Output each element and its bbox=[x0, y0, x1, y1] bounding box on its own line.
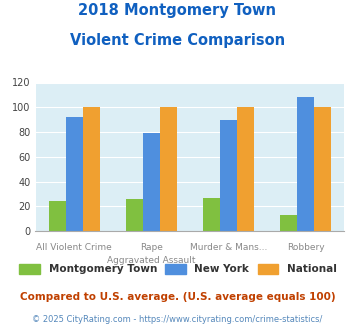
Bar bbox=[220, 120, 237, 231]
Bar bbox=[49, 201, 66, 231]
Text: Aggravated Assault: Aggravated Assault bbox=[107, 256, 196, 265]
Text: Violent Crime Comparison: Violent Crime Comparison bbox=[70, 33, 285, 48]
Bar bbox=[203, 198, 220, 231]
Text: All Violent Crime: All Violent Crime bbox=[36, 243, 112, 251]
Text: Robbery: Robbery bbox=[287, 243, 324, 251]
Bar bbox=[160, 107, 177, 231]
Bar bbox=[126, 199, 143, 231]
Text: Rape: Rape bbox=[140, 243, 163, 251]
Bar bbox=[143, 133, 160, 231]
Bar bbox=[237, 107, 254, 231]
Bar bbox=[297, 97, 314, 231]
Text: Compared to U.S. average. (U.S. average equals 100): Compared to U.S. average. (U.S. average … bbox=[20, 292, 335, 302]
Bar bbox=[314, 107, 331, 231]
Text: Murder & Mans...: Murder & Mans... bbox=[190, 243, 267, 251]
Text: © 2025 CityRating.com - https://www.cityrating.com/crime-statistics/: © 2025 CityRating.com - https://www.city… bbox=[32, 315, 323, 324]
Text: 2018 Montgomery Town: 2018 Montgomery Town bbox=[78, 3, 277, 18]
Bar bbox=[66, 117, 83, 231]
Legend: Montgomery Town, New York, National: Montgomery Town, New York, National bbox=[20, 264, 337, 275]
Bar bbox=[83, 107, 100, 231]
Bar bbox=[280, 215, 297, 231]
